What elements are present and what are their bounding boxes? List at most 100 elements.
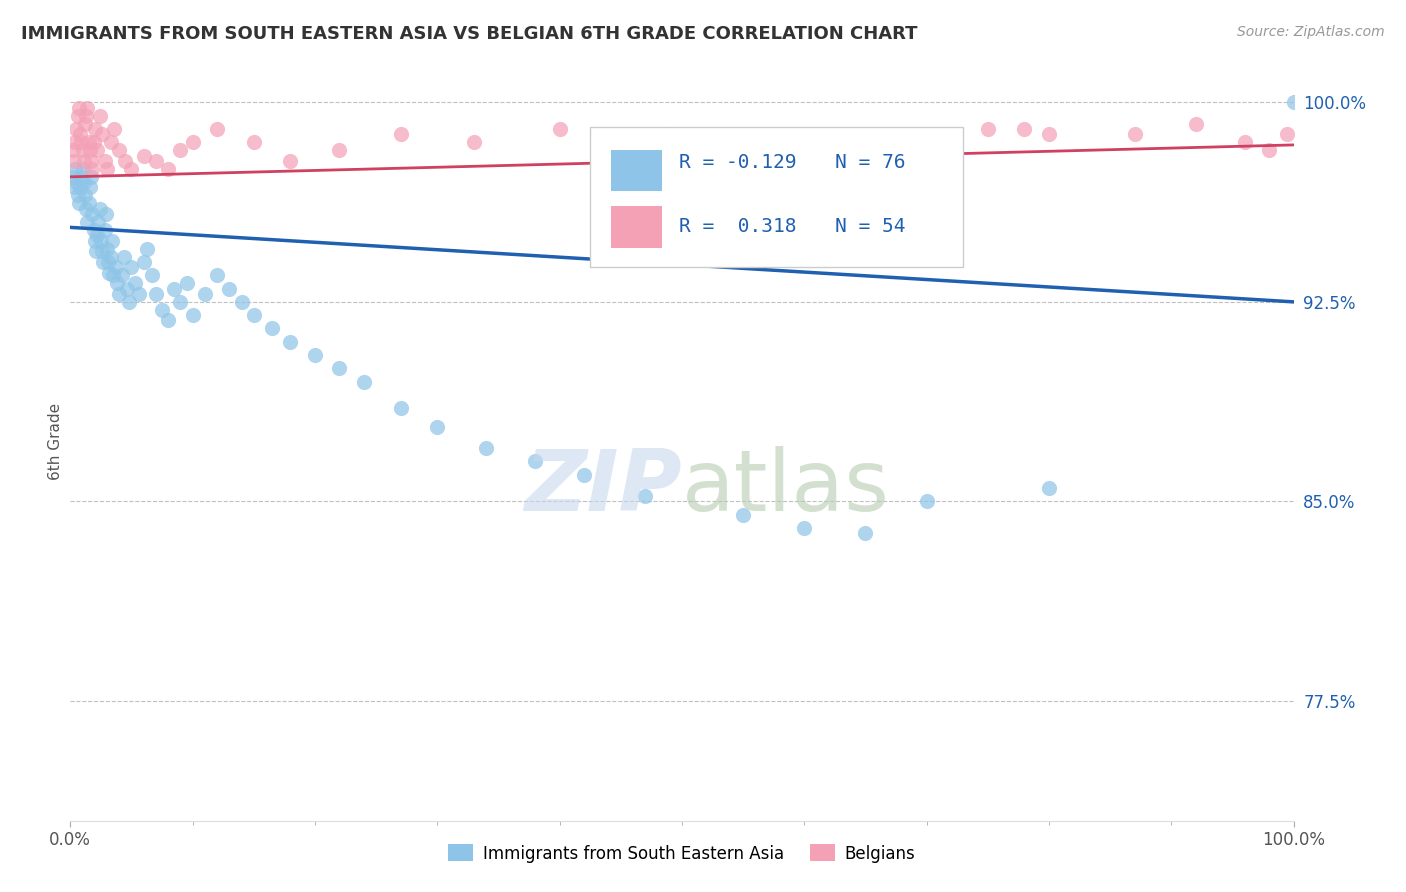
Point bbox=[79, 180, 101, 194]
Point bbox=[100, 250, 122, 264]
Point bbox=[67, 101, 90, 115]
Point bbox=[132, 255, 155, 269]
Point bbox=[63, 135, 86, 149]
Text: N = 54: N = 54 bbox=[835, 218, 905, 236]
Point bbox=[111, 268, 134, 283]
Point bbox=[62, 143, 84, 157]
Point bbox=[194, 286, 217, 301]
Point bbox=[128, 286, 150, 301]
Point bbox=[80, 169, 103, 184]
Point bbox=[83, 223, 105, 237]
Point bbox=[101, 234, 124, 248]
Point bbox=[463, 135, 485, 149]
Point bbox=[63, 180, 86, 194]
Point bbox=[353, 375, 375, 389]
Point bbox=[73, 188, 96, 202]
Point bbox=[855, 143, 877, 157]
Point bbox=[855, 526, 877, 541]
Point bbox=[163, 282, 186, 296]
Point bbox=[141, 268, 163, 283]
Point bbox=[304, 348, 326, 362]
Point bbox=[389, 401, 412, 416]
Point bbox=[93, 223, 115, 237]
Point bbox=[572, 467, 595, 482]
Point bbox=[73, 117, 96, 131]
Point bbox=[69, 128, 91, 142]
Point bbox=[262, 321, 284, 335]
Point bbox=[80, 153, 103, 168]
Point bbox=[132, 148, 155, 162]
Point bbox=[231, 294, 253, 309]
Point bbox=[1233, 135, 1256, 149]
Point bbox=[76, 101, 98, 115]
Point bbox=[73, 175, 96, 189]
Point bbox=[67, 196, 90, 211]
Point bbox=[108, 286, 131, 301]
Point bbox=[101, 268, 124, 283]
Bar bbox=[612, 150, 662, 191]
Point bbox=[105, 277, 128, 291]
Point bbox=[63, 161, 86, 176]
Point bbox=[65, 175, 87, 189]
Point bbox=[75, 109, 97, 123]
Point bbox=[114, 153, 136, 168]
Point bbox=[176, 277, 198, 291]
Point bbox=[793, 521, 815, 535]
Point bbox=[98, 266, 121, 280]
Point bbox=[90, 234, 112, 248]
Text: IMMIGRANTS FROM SOUTH EASTERN ASIA VS BELGIAN 6TH GRADE CORRELATION CHART: IMMIGRANTS FROM SOUTH EASTERN ASIA VS BE… bbox=[21, 25, 918, 43]
Point bbox=[475, 441, 498, 455]
Point bbox=[79, 143, 101, 157]
Point bbox=[769, 135, 792, 149]
Point bbox=[634, 489, 657, 503]
Point bbox=[328, 361, 350, 376]
Point bbox=[426, 420, 449, 434]
Point bbox=[72, 161, 94, 176]
Point bbox=[157, 313, 180, 327]
Text: Source: ZipAtlas.com: Source: ZipAtlas.com bbox=[1237, 25, 1385, 39]
Point bbox=[939, 135, 962, 149]
Point bbox=[103, 122, 125, 136]
Point bbox=[77, 196, 100, 211]
Point bbox=[328, 143, 350, 157]
Point bbox=[150, 302, 173, 317]
Point bbox=[94, 207, 117, 221]
Point bbox=[733, 508, 755, 522]
Point bbox=[100, 135, 122, 149]
Point bbox=[1258, 143, 1281, 157]
Point bbox=[70, 135, 93, 149]
Point bbox=[87, 215, 110, 229]
Point bbox=[280, 153, 302, 168]
Point bbox=[89, 109, 111, 123]
Point bbox=[76, 215, 98, 229]
Text: N = 76: N = 76 bbox=[835, 153, 905, 172]
Point bbox=[243, 135, 266, 149]
Text: R = -0.129: R = -0.129 bbox=[679, 153, 797, 172]
Point bbox=[205, 122, 228, 136]
Point bbox=[63, 153, 86, 168]
Point bbox=[82, 161, 104, 176]
Point bbox=[1184, 117, 1206, 131]
Point bbox=[86, 143, 108, 157]
Point bbox=[1277, 128, 1299, 142]
Point bbox=[108, 143, 131, 157]
Point bbox=[115, 282, 138, 296]
Text: ZIP: ZIP bbox=[524, 445, 682, 529]
Point bbox=[157, 161, 180, 176]
Point bbox=[96, 161, 118, 176]
Point bbox=[86, 228, 108, 243]
Point bbox=[389, 128, 412, 142]
Point bbox=[66, 188, 89, 202]
Point bbox=[84, 244, 107, 259]
Point bbox=[524, 454, 547, 468]
Point bbox=[1014, 122, 1036, 136]
Point bbox=[83, 135, 105, 149]
Point bbox=[1038, 481, 1060, 495]
Point bbox=[82, 207, 104, 221]
Point bbox=[89, 202, 111, 216]
Point bbox=[77, 135, 100, 149]
Point bbox=[181, 308, 204, 322]
Point bbox=[145, 153, 167, 168]
Point bbox=[83, 122, 105, 136]
Point bbox=[93, 153, 115, 168]
